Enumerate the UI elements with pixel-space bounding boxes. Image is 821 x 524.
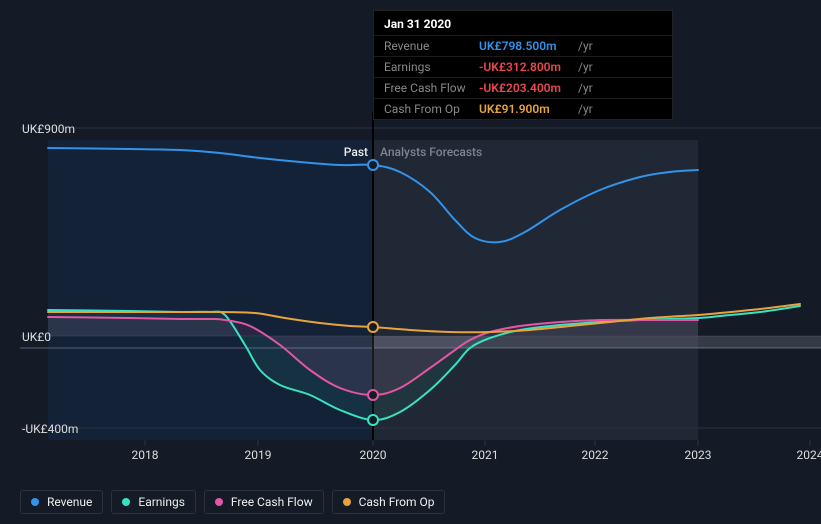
- legend-dot-icon: [122, 498, 130, 506]
- x-tick-label: 2020: [360, 448, 387, 462]
- x-tick-label: 2019: [245, 448, 272, 462]
- legend-label: Revenue: [47, 495, 92, 509]
- tooltip-metric-unit: /yr: [578, 81, 593, 95]
- tooltip-row: RevenueUK£798.500m/yr: [374, 35, 672, 56]
- legend-label: Cash From Op: [359, 495, 435, 509]
- legend-item-free-cash-flow[interactable]: Free Cash Flow: [204, 490, 324, 514]
- tooltip-row: Cash From OpUK£91.900m/yr: [374, 98, 672, 119]
- legend-dot-icon: [215, 498, 223, 506]
- tooltip-metric-value: -UK£312.800m: [479, 60, 574, 74]
- tooltip-row: Free Cash Flow-UK£203.400m/yr: [374, 77, 672, 98]
- tooltip-metric-label: Revenue: [384, 39, 479, 53]
- tooltip-metric-label: Free Cash Flow: [384, 81, 479, 95]
- legend-label: Free Cash Flow: [231, 495, 313, 509]
- y-tick-label: UK£0: [22, 330, 51, 344]
- y-tick-label: -UK£400m: [22, 422, 78, 436]
- y-tick-label: UK£900m: [22, 122, 75, 136]
- tooltip-metric-value: -UK£203.400m: [479, 81, 574, 95]
- legend-label: Earnings: [138, 495, 185, 509]
- tooltip-metric-value: UK£91.900m: [479, 102, 574, 116]
- tooltip-row: Earnings-UK£312.800m/yr: [374, 56, 672, 77]
- legend-item-revenue[interactable]: Revenue: [20, 490, 103, 514]
- past-label: Past: [344, 145, 368, 159]
- tooltip-metric-value: UK£798.500m: [479, 39, 574, 53]
- legend-item-cash-from-op[interactable]: Cash From Op: [332, 490, 446, 514]
- x-tick-label: 2023: [685, 448, 712, 462]
- x-tick-label: 2022: [582, 448, 609, 462]
- tooltip-metric-unit: /yr: [578, 39, 593, 53]
- chart-tooltip: Jan 31 2020 RevenueUK£798.500m/yrEarning…: [373, 10, 673, 120]
- tooltip-metric-unit: /yr: [578, 102, 593, 116]
- financials-chart: UK£900m UK£0 -UK£400m 2018 2019 2020 2021 20…: [0, 0, 821, 524]
- x-tick-label: 2021: [472, 448, 499, 462]
- tooltip-metric-unit: /yr: [578, 60, 593, 74]
- legend-item-earnings[interactable]: Earnings: [111, 490, 196, 514]
- chart-legend: Revenue Earnings Free Cash Flow Cash From O…: [20, 490, 445, 514]
- tooltip-date: Jan 31 2020: [374, 11, 672, 35]
- tooltip-metric-label: Cash From Op: [384, 102, 479, 116]
- x-tick-label: 2018: [132, 448, 159, 462]
- tooltip-metric-label: Earnings: [384, 60, 479, 74]
- legend-dot-icon: [343, 498, 351, 506]
- forecast-label: Analysts Forecasts: [380, 145, 482, 159]
- legend-dot-icon: [31, 498, 39, 506]
- x-tick-label: 2024: [797, 448, 821, 462]
